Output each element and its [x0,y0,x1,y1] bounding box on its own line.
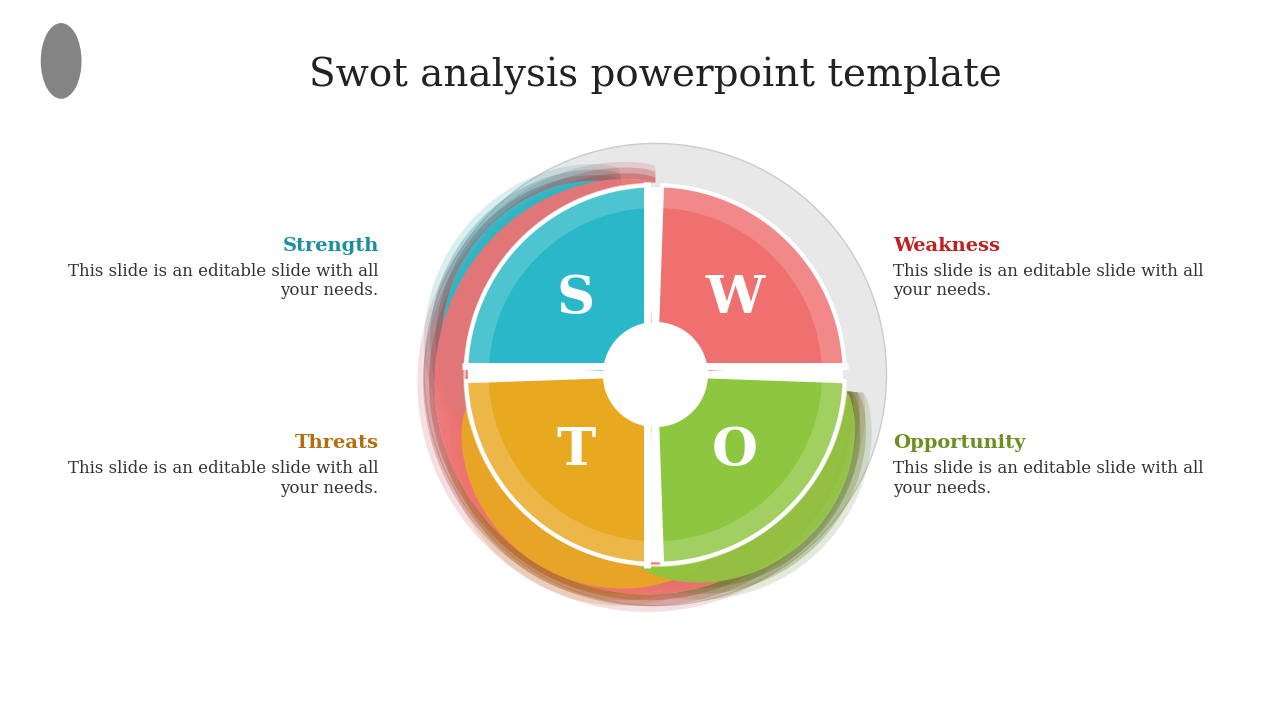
Polygon shape [637,391,872,600]
Circle shape [468,187,842,562]
Circle shape [424,143,887,606]
Text: T: T [557,425,595,476]
Polygon shape [466,185,654,373]
Text: This slide is an editable slide with all
your needs.: This slide is an editable slide with all… [893,263,1203,300]
Text: This slide is an editable slide with all
your needs.: This slide is an editable slide with all… [68,460,379,497]
Polygon shape [462,408,705,588]
Ellipse shape [41,23,82,99]
Text: Strength: Strength [283,237,379,255]
Polygon shape [435,175,622,426]
Polygon shape [639,391,855,582]
Polygon shape [637,391,867,594]
Polygon shape [435,179,849,595]
Polygon shape [466,380,649,564]
Circle shape [605,324,705,425]
Polygon shape [442,181,622,424]
Polygon shape [657,185,845,373]
Text: S: S [557,274,595,324]
Polygon shape [466,376,654,564]
Polygon shape [662,380,845,564]
Polygon shape [456,408,707,594]
Text: Weakness: Weakness [893,237,1000,255]
Polygon shape [430,169,622,427]
Text: O: O [712,425,758,476]
Polygon shape [424,164,622,428]
Polygon shape [466,185,649,369]
Polygon shape [657,376,845,564]
Text: Threats: Threats [294,434,379,452]
Polygon shape [417,162,865,612]
Text: Swot analysis powerpoint template: Swot analysis powerpoint template [308,57,1002,95]
Polygon shape [429,174,854,600]
Polygon shape [424,168,860,606]
Polygon shape [662,185,845,369]
Polygon shape [451,408,708,600]
Text: Opportunity: Opportunity [893,434,1025,452]
Text: This slide is an editable slide with all
your needs.: This slide is an editable slide with all… [68,263,379,300]
Polygon shape [639,391,860,588]
Text: This slide is an editable slide with all
your needs.: This slide is an editable slide with all… [893,460,1203,497]
Text: W: W [705,274,764,324]
Polygon shape [445,408,709,606]
